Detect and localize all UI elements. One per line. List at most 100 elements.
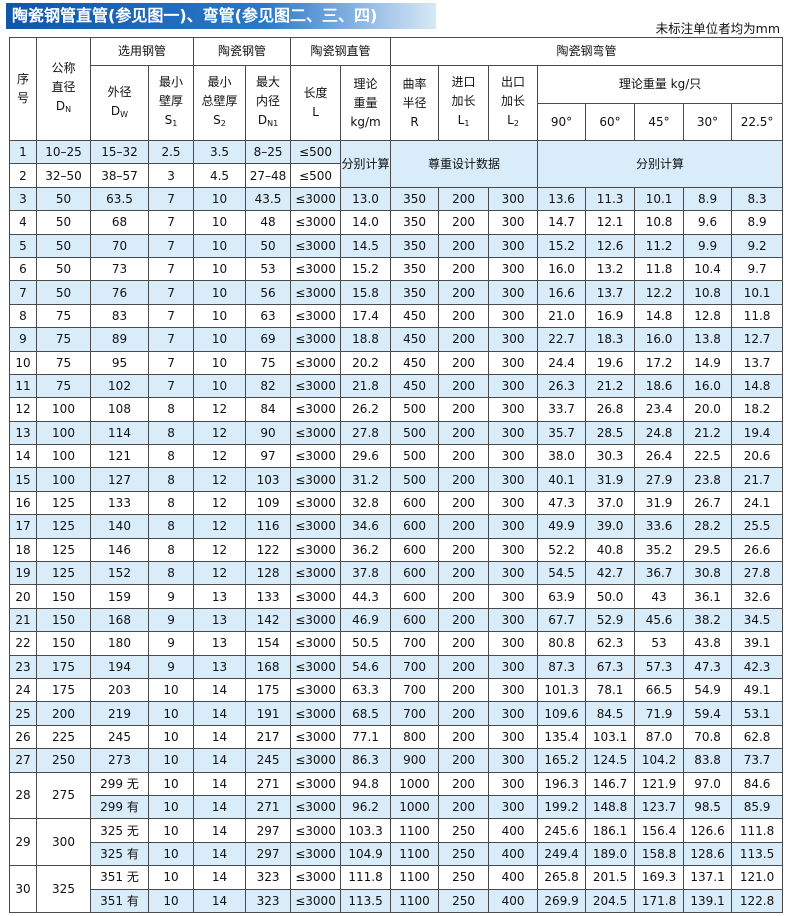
cell-text: 21.7 [743,472,771,487]
table-cell: 17 [9,514,37,539]
cell-text: 13 [211,659,228,674]
cell-text: 10 [211,285,228,300]
table-cell: 98.5 [683,794,733,820]
cell-text: 31.9 [645,496,673,511]
table-cell: 85.9 [731,794,784,820]
cell-text: 300 [501,776,525,791]
cell-text: ≤3000 [295,729,336,744]
table-cell: 7 [147,210,195,235]
cell-text: 14.0 [352,215,379,230]
cell-text: 13.7 [743,355,771,370]
header-line: 最小 [149,73,193,92]
table-cell: 53 [245,256,292,282]
table-cell: 59.4 [683,701,733,726]
cell-text: 14 [211,846,228,861]
symbol-sub: 1 [464,119,470,128]
cell-text: 200 [452,683,475,698]
table-cell: 700 [390,677,440,703]
table-cell: 14 [193,865,247,890]
cell-text: 300 [501,332,525,347]
table-row: 23 175 194 9 13 168 ≤3000 54.6 700 200 300 87.3 67.3… [9,654,784,679]
table-cell: 10 [147,748,195,773]
table-cell: 10–25 [36,139,91,165]
table-cell: 14 [193,794,247,820]
cell-text: 8 [167,496,175,511]
cell-text: 128.6 [690,846,725,861]
cell-text: 89 [111,332,128,347]
header-line: 选用钢管 [91,42,193,61]
cell-text: 700 [403,659,426,674]
table-cell: 8 [147,397,195,422]
table-cell: 90 [245,420,292,446]
table-cell: 325 [36,865,91,913]
cell-text: 200 [52,706,75,721]
table-cell: 9.2 [731,233,784,258]
table-cell: 12.2 [634,280,685,305]
cell-text: 38.0 [548,449,575,464]
cell-text: 53.1 [743,706,771,721]
cell-text: 114 [108,425,131,440]
table-cell: 30 [9,865,37,913]
table-cell: 32.8 [340,490,392,516]
cell-text: 350 [403,215,426,230]
table-cell: ≤3000 [290,186,342,212]
table-cell: 128 [245,561,292,586]
cell-text: 70.8 [694,729,721,744]
table-cell: 10.8 [683,280,733,305]
cell-text: 271 [256,800,280,815]
table-cell: 200 [438,607,490,633]
cell-text: 154 [256,636,280,651]
table-cell: 140 [90,514,149,539]
cell-text: 14.9 [694,355,721,370]
table-cell: 203 [90,677,149,703]
cell-text: 108 [108,402,131,417]
header-cell: 出口 加长 L2 [488,65,539,141]
table-cell: 26 [9,724,37,750]
cell-text: 32–50 [45,168,82,183]
table-cell: 14.8 [731,373,784,399]
table-cell: 11.3 [585,186,636,212]
cell-text: 12.1 [596,215,624,230]
cell-text: 126.6 [690,823,725,838]
table-cell: 300 [488,537,539,563]
table-cell: 26.6 [731,537,784,563]
table-cell: 97 [245,444,292,469]
table-cell: 82 [245,373,292,399]
table-cell: ≤3000 [290,210,342,235]
table-cell: 40.8 [585,537,636,563]
table-cell: ≤3000 [290,794,342,820]
table-cell: 27.9 [634,467,685,492]
cell-text: 50 [55,215,72,230]
table-cell: 29.6 [340,444,392,469]
cell-text: 104.9 [348,846,383,861]
table-cell: 13.7 [585,280,636,305]
table-cell: 37.8 [340,561,392,586]
table-row: 28 275 299 无 10 14 271 ≤3000 94.8 1000 200 300 196.… [9,771,784,820]
header-symbol: DW [91,102,148,124]
cell-text: 29 [15,835,31,850]
cell-text: 8–25 [253,145,283,160]
table-cell: 43.5 [245,186,292,212]
cell-text: 30.8 [694,566,721,581]
cell-text: 95 [111,355,128,370]
cell-text: 40.1 [548,472,575,487]
cell-text: 14 [211,753,228,768]
table-cell: 24 [9,677,37,703]
table-cell: 300 [36,818,91,867]
table-cell: 351 有 [90,888,149,913]
table-cell: 10.4 [683,256,733,282]
cell-text: 350 [403,262,426,277]
table-cell: 52.9 [585,607,636,633]
cell-text: 219 [108,706,131,721]
table-cell: 12.7 [731,327,784,352]
cell-text: 350 [403,191,426,206]
table-cell: 33.7 [537,397,587,422]
header-text: 最小 [207,75,232,89]
cell-text: 1000 [399,800,430,815]
cell-text: 135.4 [544,729,579,744]
table-cell: 27 [9,748,37,773]
table-cell: 12.1 [585,210,636,235]
cell-text: 18.6 [645,379,673,394]
table-cell: 300 [488,397,539,422]
cell-text: 600 [403,613,426,627]
